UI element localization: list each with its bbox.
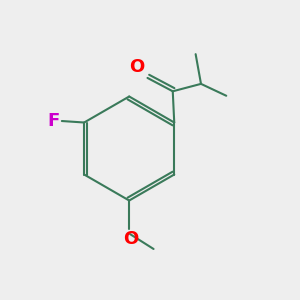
Text: F: F bbox=[47, 112, 59, 130]
Text: O: O bbox=[129, 58, 145, 76]
Text: O: O bbox=[123, 230, 138, 248]
